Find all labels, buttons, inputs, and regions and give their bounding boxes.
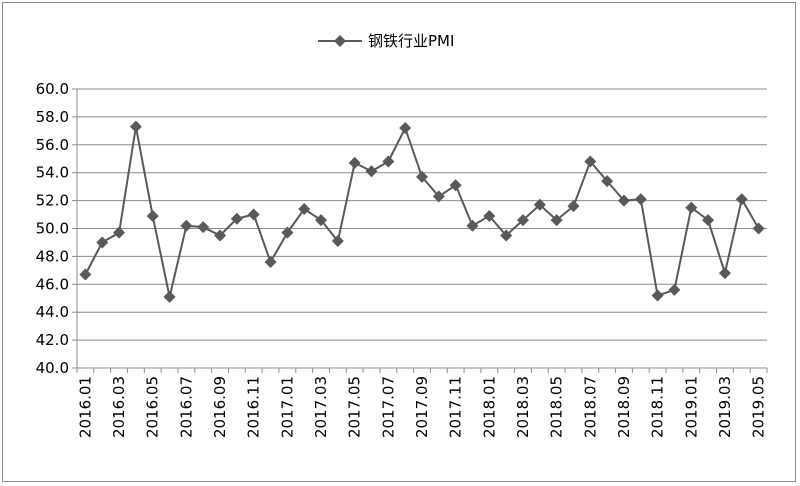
data-point-2018.01 bbox=[483, 209, 496, 222]
y-tick-label: 48.0 bbox=[36, 247, 69, 265]
y-tick-label: 58.0 bbox=[36, 108, 69, 126]
x-tick-label: 2018.03 bbox=[514, 376, 532, 438]
data-point-2018.11 bbox=[651, 289, 664, 302]
data-point-2016.04 bbox=[129, 120, 142, 133]
x-tick-label: 2017.07 bbox=[379, 376, 397, 438]
data-point-2016.08 bbox=[197, 221, 210, 234]
data-point-2018.09 bbox=[617, 194, 630, 207]
data-point-2017.02 bbox=[298, 202, 311, 215]
series-markers bbox=[79, 120, 765, 303]
x-tick-label: 2016.07 bbox=[177, 376, 195, 438]
x-tick-label: 2017.09 bbox=[413, 376, 431, 438]
series-line-0 bbox=[84, 125, 760, 298]
data-point-2016.01 bbox=[79, 268, 92, 281]
y-tick-label: 60.0 bbox=[36, 80, 69, 98]
data-point-2017.12 bbox=[466, 219, 479, 232]
x-tick-label: 2016.05 bbox=[144, 376, 162, 438]
data-point-2019.04 bbox=[735, 193, 748, 206]
data-point-2017.05 bbox=[348, 156, 361, 169]
data-point-2016.07 bbox=[180, 219, 193, 232]
data-point-2019.05 bbox=[752, 222, 765, 235]
data-point-2017.10 bbox=[432, 190, 445, 203]
y-tick-label: 46.0 bbox=[36, 275, 69, 293]
data-point-2017.04 bbox=[331, 235, 344, 248]
x-tick-label: 2017.03 bbox=[312, 376, 330, 438]
data-point-2018.08 bbox=[601, 175, 614, 188]
x-tick-label: 2018.07 bbox=[581, 376, 599, 438]
data-point-2017.07 bbox=[382, 155, 395, 168]
y-tick-label: 50.0 bbox=[36, 220, 69, 238]
data-point-2019.03 bbox=[718, 267, 731, 280]
data-point-2017.11 bbox=[449, 179, 462, 192]
data-point-2016.11 bbox=[247, 208, 260, 221]
y-tick-label: 54.0 bbox=[36, 164, 69, 182]
data-point-2016.03 bbox=[113, 226, 126, 239]
legend-label: 钢铁行业PMI bbox=[368, 32, 454, 50]
x-tick-label: 2016.09 bbox=[211, 376, 229, 438]
data-point-2017.08 bbox=[399, 122, 412, 135]
data-point-2016.10 bbox=[230, 212, 243, 225]
y-tick-label: 44.0 bbox=[36, 303, 69, 321]
legend-diamond-marker bbox=[334, 35, 346, 47]
data-point-2016.05 bbox=[146, 209, 159, 222]
data-point-2017.01 bbox=[281, 226, 294, 239]
x-tick-labels: 2016.01 2016.03 2016.05 2016.07 2016.09 2016.… bbox=[76, 376, 767, 438]
y-tick-label: 40.0 bbox=[36, 359, 69, 377]
data-point-2017.03 bbox=[315, 214, 328, 227]
data-point-2017.09 bbox=[416, 170, 428, 183]
x-tick-label: 2016.01 bbox=[76, 376, 94, 438]
gridlines bbox=[77, 88, 767, 369]
data-point-2018.03 bbox=[516, 214, 529, 227]
legend: 钢铁行业PMI bbox=[318, 32, 454, 50]
y-tick-label: 56.0 bbox=[36, 136, 69, 154]
x-tick-label: 2018.09 bbox=[615, 376, 633, 438]
x-tick-label: 2017.05 bbox=[346, 376, 364, 438]
data-point-2019.01 bbox=[685, 201, 698, 214]
data-point-2018.05 bbox=[550, 214, 563, 227]
x-tick-label: 2016.03 bbox=[110, 376, 128, 438]
x-tick-label: 2017.01 bbox=[278, 376, 296, 438]
x-tick-label: 2018.11 bbox=[649, 376, 667, 438]
data-point-2018.02 bbox=[500, 229, 513, 242]
data-point-2017.06 bbox=[365, 165, 378, 178]
data-point-2016.02 bbox=[96, 236, 109, 249]
data-point-2018.04 bbox=[533, 198, 546, 211]
data-point-2018.10 bbox=[634, 193, 647, 206]
x-tick-label: 2018.05 bbox=[548, 376, 566, 438]
y-tick-label: 42.0 bbox=[36, 331, 69, 349]
axes bbox=[72, 88, 768, 373]
x-tick-label: 2018.01 bbox=[480, 376, 498, 438]
x-tick-label: 2019.05 bbox=[750, 376, 768, 438]
data-point-2018.07 bbox=[584, 155, 597, 168]
y-tick-label: 52.0 bbox=[36, 192, 69, 210]
data-point-2016.06 bbox=[163, 290, 176, 303]
x-tick-label: 2016.11 bbox=[245, 376, 263, 438]
x-tick-label: 2019.01 bbox=[682, 376, 700, 438]
data-point-2018.12 bbox=[668, 283, 681, 296]
data-point-2018.06 bbox=[567, 200, 580, 213]
x-tick-label: 2017.11 bbox=[447, 376, 465, 438]
x-tick-label: 2019.03 bbox=[716, 376, 734, 438]
data-point-2019.02 bbox=[702, 214, 715, 227]
y-tick-labels: 40.0 42.0 44.0 46.0 48.0 50.0 52.0 54.0 56.0 58.0… bbox=[36, 80, 69, 377]
data-point-2016.09 bbox=[214, 229, 227, 242]
series-line bbox=[84, 125, 760, 298]
data-point-2016.12 bbox=[264, 255, 277, 268]
